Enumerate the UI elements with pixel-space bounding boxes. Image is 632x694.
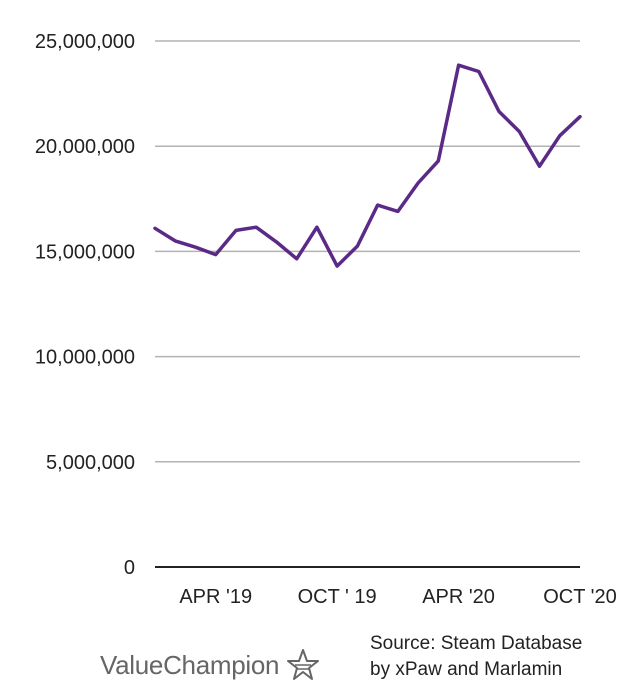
x-tick-label: APR '20 (422, 586, 495, 608)
brand-name: ValueChampion (100, 649, 280, 680)
y-tick-label: 20,000,000 (35, 136, 135, 158)
gridlines (155, 40, 580, 568)
source-credit: Source: Steam Database by xPaw and Marla… (370, 631, 582, 683)
line-chart: 0 5,000,000 10,000,000 15,000,000 20,000,000… (35, 31, 617, 608)
y-tick-label: 15,000,000 (35, 241, 135, 263)
source-line-1: Source: Steam Database (370, 633, 583, 654)
star-outline-icon (285, 647, 321, 683)
y-tick-label: 5,000,000 (46, 452, 135, 474)
x-tick-label: OCT '20 (543, 586, 616, 608)
y-axis-ticks: 0 5,000,000 10,000,000 15,000,000 20,000,000… (35, 31, 135, 579)
y-tick-label: 0 (124, 557, 135, 579)
series-layer (153, 63, 582, 268)
x-tick-label: APR '19 (179, 586, 252, 608)
brand-logo: ValueChampion (100, 647, 321, 683)
x-tick-label: OCT ' 19 (298, 586, 377, 608)
series-line (153, 63, 582, 268)
y-tick-label: 10,000,000 (35, 347, 135, 369)
x-axis-ticks: APR '19 OCT ' 19 APR '20 OCT '20 (179, 586, 616, 608)
source-line-2: by xPaw and Marlamin (370, 659, 563, 680)
footer: ValueChampion Source: Steam Database by … (0, 625, 632, 694)
y-tick-label: 25,000,000 (35, 31, 135, 53)
